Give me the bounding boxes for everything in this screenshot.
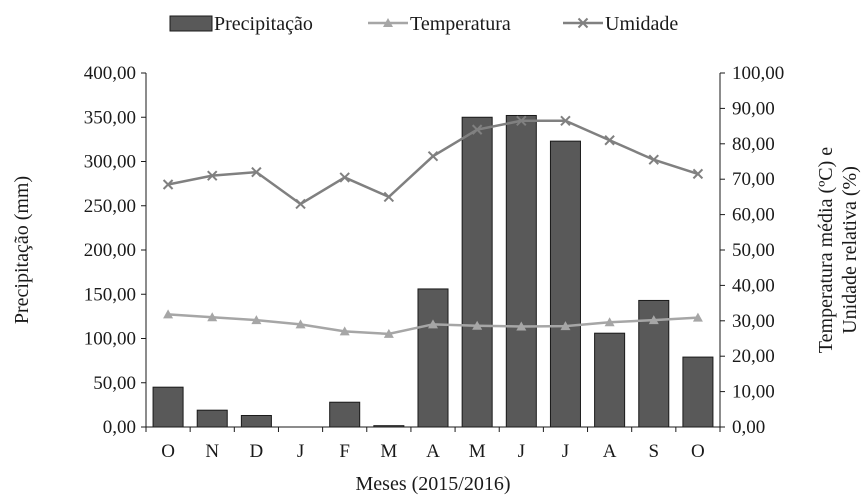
x-tick-label: J xyxy=(518,441,525,462)
temperatura-point xyxy=(163,309,174,319)
temperatura-point xyxy=(339,326,350,336)
x-tick-label: S xyxy=(648,441,659,462)
left-tick-label: 0,00 xyxy=(103,417,136,438)
precipitacao-bar xyxy=(461,116,493,428)
temperatura-point xyxy=(295,319,306,329)
temperatura-point xyxy=(472,320,483,330)
legend-precipitacao-label: Precipitação xyxy=(214,13,313,35)
precipitacao-bar xyxy=(196,409,228,428)
left-tick-label: 100,00 xyxy=(84,329,136,350)
x-tick-label: D xyxy=(250,441,264,462)
precipitacao-bars xyxy=(152,114,714,428)
umidade-point xyxy=(251,166,262,178)
x-tick-label: O xyxy=(161,441,175,462)
y-axis-right-title-line1: Temperatura média (ºC) e xyxy=(815,147,837,353)
legend: Precipitação Temperatura Umidade xyxy=(169,13,678,35)
right-tick-label: 100,00 xyxy=(732,63,784,84)
temperatura-point xyxy=(207,312,218,322)
x-tick-label: J xyxy=(562,441,569,462)
left-tick-label: 200,00 xyxy=(84,240,136,261)
x-tick-label: A xyxy=(426,441,440,462)
temperatura-point xyxy=(604,317,615,327)
left-tick-label: 300,00 xyxy=(84,152,136,173)
umidade-point xyxy=(471,124,483,135)
umidade-point xyxy=(648,154,659,165)
legend-umidade-marker xyxy=(577,17,589,29)
precipitacao-bar xyxy=(152,386,184,428)
y-axis-right-title-line2: Unidade relativa (%) xyxy=(839,166,861,334)
x-tick-label: M xyxy=(469,441,486,462)
umidade-point xyxy=(516,115,527,126)
umidade-point xyxy=(427,150,439,162)
umidade-point xyxy=(207,170,218,181)
precipitacao-bar xyxy=(417,288,449,428)
right-tick-label: 60,00 xyxy=(732,205,775,226)
precipitacao-bar xyxy=(682,356,714,428)
umidade-point xyxy=(162,179,174,190)
temperatura-point xyxy=(560,321,571,331)
right-tick-label: 80,00 xyxy=(732,134,775,155)
right-tick-label: 30,00 xyxy=(732,311,775,332)
precipitacao-bar xyxy=(549,140,581,428)
right-tick-label: 0,00 xyxy=(732,417,765,438)
umidade-point xyxy=(339,172,350,183)
precipitacao-bar xyxy=(373,425,405,428)
umidade-line xyxy=(167,119,699,206)
legend-umidade-label: Umidade xyxy=(605,13,678,35)
right-tick-label: 50,00 xyxy=(732,240,775,261)
precipitacao-bar xyxy=(594,332,626,428)
legend-temperatura-marker xyxy=(383,18,393,27)
right-tick-label: 70,00 xyxy=(732,169,775,190)
precipitacao-bar xyxy=(505,114,537,428)
legend-temperatura-label: Temperatura xyxy=(410,13,511,35)
left-axis-ticks: 0,00 50,00 100,00 150,00 200,00 250,00 300,00 3… xyxy=(84,63,146,438)
umidade-point xyxy=(692,168,704,180)
x-axis-title: Meses (2015/2016) xyxy=(356,473,511,495)
line-series xyxy=(162,115,704,338)
temperatura-point xyxy=(516,321,527,331)
x-tick-label: A xyxy=(603,441,617,462)
left-tick-label: 150,00 xyxy=(84,284,136,305)
left-tick-label: 50,00 xyxy=(93,373,136,394)
right-tick-label: 90,00 xyxy=(732,98,775,119)
umidade-point xyxy=(560,115,571,126)
x-tick-label: O xyxy=(691,441,705,462)
left-tick-label: 250,00 xyxy=(84,196,136,217)
axes: 0,00 50,00 100,00 150,00 200,00 250,00 300,00 3… xyxy=(84,63,785,462)
x-tick-label: J xyxy=(297,441,304,462)
precipitacao-bar xyxy=(240,414,272,428)
right-tick-label: 40,00 xyxy=(732,275,775,296)
temperatura-point xyxy=(692,312,703,322)
right-tick-label: 10,00 xyxy=(732,382,775,403)
left-tick-label: 400,00 xyxy=(84,63,136,84)
temperatura-point xyxy=(383,328,394,338)
temperatura-point xyxy=(428,319,438,329)
right-axis-ticks: 0,00 10,00 20,00 30,00 40,00 50,00 60,00 70,00 8… xyxy=(720,63,784,438)
umidade-point xyxy=(295,198,306,210)
y-axis-left-title: Precipitação (mm) xyxy=(11,176,33,324)
x-tick-label: F xyxy=(339,441,350,462)
temperatura-point xyxy=(648,315,659,325)
umidade-point xyxy=(383,191,395,203)
left-tick-label: 350,00 xyxy=(84,107,136,128)
legend-precipitacao-swatch xyxy=(169,15,213,32)
right-tick-label: 20,00 xyxy=(732,346,775,367)
temperatura-point xyxy=(251,315,262,325)
precipitacao-bar xyxy=(329,401,361,428)
x-tick-label: N xyxy=(205,441,219,462)
umidade-point xyxy=(604,135,615,146)
x-tick-label: M xyxy=(380,441,397,462)
